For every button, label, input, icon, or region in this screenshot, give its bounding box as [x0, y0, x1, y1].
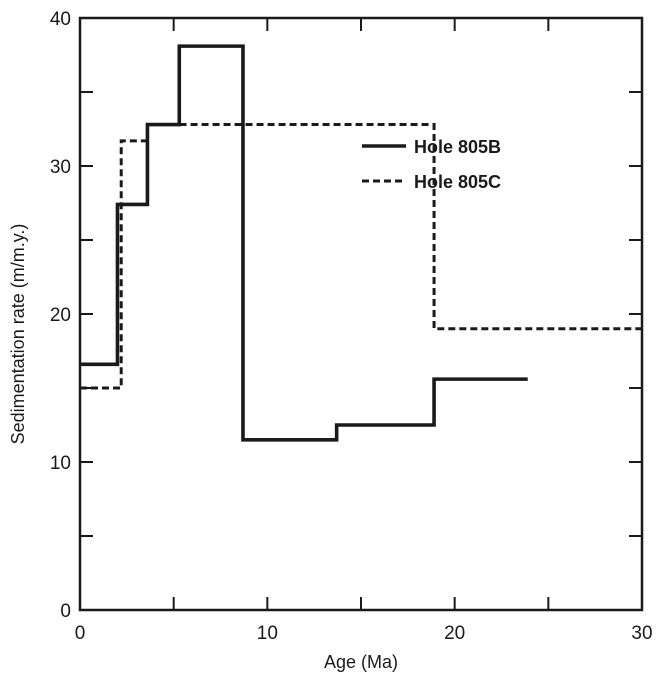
legend: Hole 805B Hole 805C	[362, 137, 501, 192]
plot-frame	[78, 16, 644, 612]
series-line-hole-805b	[80, 44, 528, 442]
x-axis-title: Age (Ma)	[324, 652, 398, 672]
y-tick-label: 40	[50, 9, 71, 30]
x-tick-label: 10	[257, 623, 278, 644]
y-tick-label: 10	[50, 453, 71, 474]
y-tick-label: 20	[50, 305, 71, 326]
y-axis-title: Sedimentation rate (m/m.y.)	[8, 224, 28, 445]
tick-labels: 0 10 20 30 0 10 20 30 40	[50, 9, 653, 644]
axis-ticks	[80, 18, 642, 610]
y-tick-label: 30	[50, 157, 71, 178]
series-line-hole-805c	[80, 123, 642, 390]
y-tick-label: 0	[60, 601, 71, 622]
x-tick-label: 20	[444, 623, 465, 644]
x-tick-label: 30	[631, 623, 652, 644]
legend-label: Hole 805B	[414, 137, 501, 157]
series-layer	[80, 44, 642, 442]
x-tick-label: 0	[75, 623, 86, 644]
legend-label: Hole 805C	[414, 172, 501, 192]
